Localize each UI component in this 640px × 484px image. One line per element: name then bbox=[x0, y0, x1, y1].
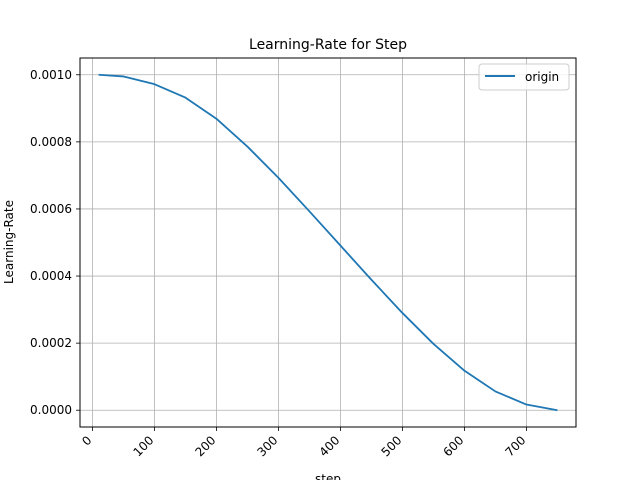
legend: origin bbox=[478, 63, 570, 91]
data-lines bbox=[98, 73, 558, 412]
y-axis: 0.0000 0.0002 0.0004 0.0006 0.0008 0.0010 bbox=[30, 68, 80, 417]
chart-title: Learning-Rate for Step bbox=[249, 37, 407, 53]
y-tick-label: 0.0008 bbox=[30, 135, 72, 149]
y-tick-label: 0.0002 bbox=[30, 336, 72, 350]
x-axis-label: step bbox=[315, 472, 341, 480]
series-line-origin bbox=[98, 73, 558, 412]
plot-frame bbox=[79, 57, 577, 428]
y-tick-label: 0.0000 bbox=[30, 403, 72, 417]
y-tick-label: 0.0004 bbox=[30, 269, 72, 283]
legend-label: origin bbox=[525, 70, 559, 84]
y-tick-label: 0.0006 bbox=[30, 202, 72, 216]
y-axis-label: Learning-Rate bbox=[2, 200, 16, 284]
legend-box bbox=[478, 63, 570, 91]
y-tick-label: 0.0010 bbox=[30, 68, 72, 82]
